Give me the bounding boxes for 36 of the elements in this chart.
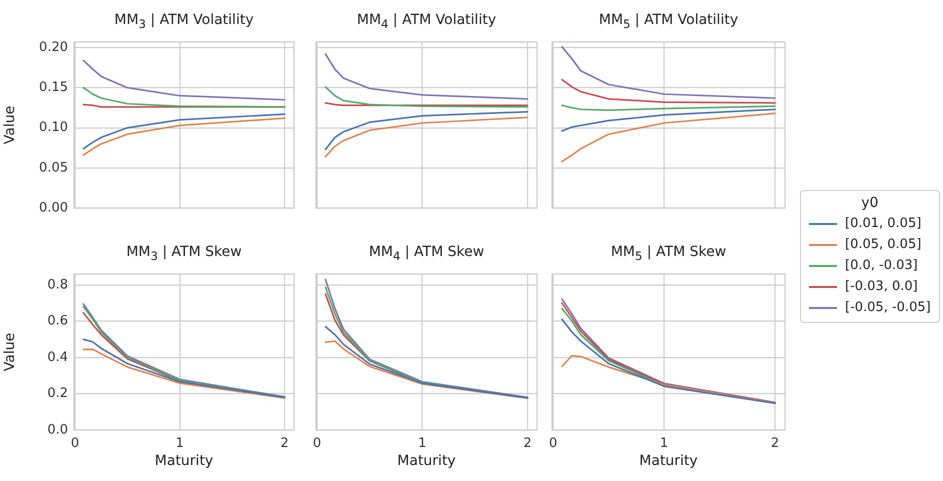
y-tick-label: 0.0 <box>47 422 68 438</box>
x-axis-title: Maturity <box>154 453 214 470</box>
x-tick-label: 2 <box>523 436 532 452</box>
y-axis-title: Value <box>2 332 18 372</box>
chart-title: MM$_{3}$ | ATM Volatility <box>113 12 255 31</box>
y-tick-label: 0.20 <box>39 40 68 55</box>
x-tick-label: 1 <box>660 436 668 452</box>
y-tick-label: 0.6 <box>47 314 68 329</box>
x-tick-label: 2 <box>280 436 289 452</box>
chart-title: MM$_{4}$ | ATM Skew <box>368 244 486 263</box>
x-tick-label: 2 <box>770 436 780 452</box>
x-tick-label: 1 <box>418 436 426 452</box>
chart-title: MM$_{3}$ | ATM Skew <box>125 244 243 263</box>
x-tick-label: 0 <box>70 436 80 452</box>
chart-title: MM$_{4}$ | ATM Volatility <box>356 12 498 31</box>
y-tick-label: 0.05 <box>39 160 68 176</box>
x-tick-label: 0 <box>548 436 558 452</box>
chart-title: MM$_{5}$ | ATM Volatility <box>598 12 740 31</box>
legend-label: [-0.03, 0.0] <box>845 279 918 294</box>
legend-label: [0.01, 0.05] <box>845 216 922 231</box>
y-tick-label: 0.4 <box>47 350 68 365</box>
chart-title: MM$_{5}$ | ATM Skew <box>610 244 728 263</box>
y-tick-label: 0.8 <box>47 277 68 292</box>
y-axis-title: Value <box>2 106 18 144</box>
y-tick-label: 0.10 <box>39 120 68 136</box>
y-tick-label: 0.00 <box>39 200 68 216</box>
x-axis-title: Maturity <box>639 453 698 470</box>
y-tick-label: 0.2 <box>47 386 68 402</box>
legend-label: [-0.05, -0.05] <box>845 300 931 315</box>
legend-label: [0.0, -0.03] <box>845 258 918 273</box>
x-tick-label: 0 <box>312 436 322 452</box>
x-tick-label: 1 <box>176 436 184 452</box>
legend-label: [0.05, 0.05] <box>845 237 922 252</box>
legend-title: y0 <box>860 195 880 211</box>
x-axis-title: Maturity <box>397 453 456 470</box>
y-tick-label: 0.15 <box>39 80 68 96</box>
